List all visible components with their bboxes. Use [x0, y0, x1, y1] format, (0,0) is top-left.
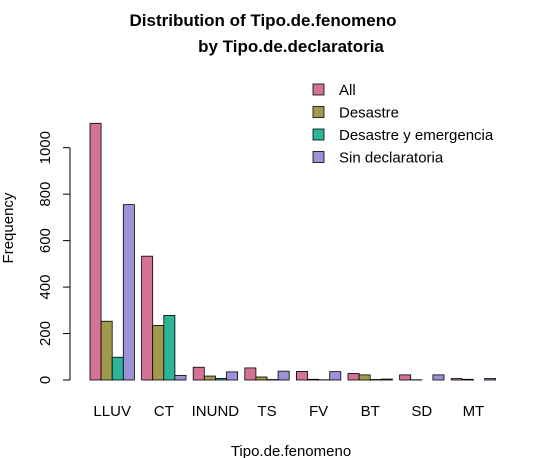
bar-inund-desastre-y-emergencia — [214, 377, 227, 381]
legend-swatch-desastre-y-emergencia — [312, 128, 325, 141]
bar-inund-desastre — [203, 375, 216, 381]
legend-label-all: All — [339, 82, 356, 99]
legend: All Desastre Desastre y emergencia Sin decl… — [312, 82, 494, 167]
x-tick-label-ts: TS — [257, 403, 276, 420]
legend-swatch-desastre — [312, 106, 325, 118]
bar-fv-sin-declaratoria — [329, 371, 342, 381]
bar-lluv-sin-declaratoria — [122, 204, 135, 381]
bar-bt-sin-declaratoria — [380, 378, 393, 381]
y-tick-label: 800 — [37, 182, 54, 207]
bar-mt-all — [450, 378, 463, 381]
legend-swatch-all — [312, 83, 325, 96]
bar-ct-all — [141, 255, 154, 381]
x-tick-label-inund: INUND — [192, 403, 240, 420]
chart-title-line-2: by Tipo.de.declaratoria — [198, 37, 384, 56]
legend-label-desastre: Desastre — [339, 105, 399, 122]
bar-ts-sin-declaratoria — [277, 370, 290, 381]
bar-ct-desastre-y-emergencia — [163, 315, 176, 381]
chart-title-line-1: Distribution of Tipo.de.fenomeno — [130, 11, 397, 30]
bar-bt-desastre — [358, 374, 371, 381]
legend-label-sin-declaratoria: Sin declaratoria — [339, 150, 444, 167]
bar-fv-all — [295, 370, 308, 381]
bar-bt-all — [347, 373, 360, 381]
x-tick-label-fv: FV — [309, 403, 328, 420]
y-tick-label: 600 — [37, 228, 54, 253]
x-tick-label-bt: BT — [361, 403, 380, 420]
legend-label-desastre-y-emergencia: Desastre y emergencia — [339, 127, 494, 144]
y-tick-label: 400 — [37, 275, 54, 300]
bar-ct-desastre — [152, 325, 165, 381]
x-tick-label-lluv: LLUV — [93, 403, 131, 420]
y-axis: 0 200 400 600 800 1000 — [37, 131, 71, 384]
y-tick-label: 200 — [37, 321, 54, 346]
bar-lluv-desastre-y-emergencia — [111, 356, 124, 381]
x-axis-title: Tipo.de.fenomeno — [231, 443, 351, 458]
bar-lluv-all — [89, 122, 102, 381]
bar-inund-all — [192, 366, 205, 381]
bar-mt-desastre — [461, 378, 474, 381]
x-tick-label-ct: CT — [154, 403, 174, 420]
bar-ts-all — [244, 367, 257, 381]
bar-mt-sin-declaratoria — [484, 378, 497, 381]
bar-inund-sin-declaratoria — [226, 371, 239, 381]
bar-lluv-desastre — [100, 320, 113, 381]
y-axis-title: Frequency — [0, 192, 17, 263]
x-tick-label-mt: MT — [463, 403, 485, 420]
bar-ct-sin-declaratoria — [174, 374, 187, 381]
y-tick-label: 1000 — [37, 131, 54, 164]
bars — [89, 122, 497, 381]
bar-fv-desastre — [307, 378, 320, 381]
bar-sd-all — [399, 374, 412, 381]
bar-ts-desastre — [255, 376, 268, 381]
legend-swatch-sin-declaratoria — [312, 151, 325, 163]
bar-sd-sin-declaratoria — [432, 374, 445, 381]
y-tick-label: 0 — [37, 376, 54, 384]
x-tick-label-sd: SD — [411, 403, 432, 420]
x-tick-labels: LLUV CT INUND TS FV BT SD MT — [93, 403, 484, 420]
